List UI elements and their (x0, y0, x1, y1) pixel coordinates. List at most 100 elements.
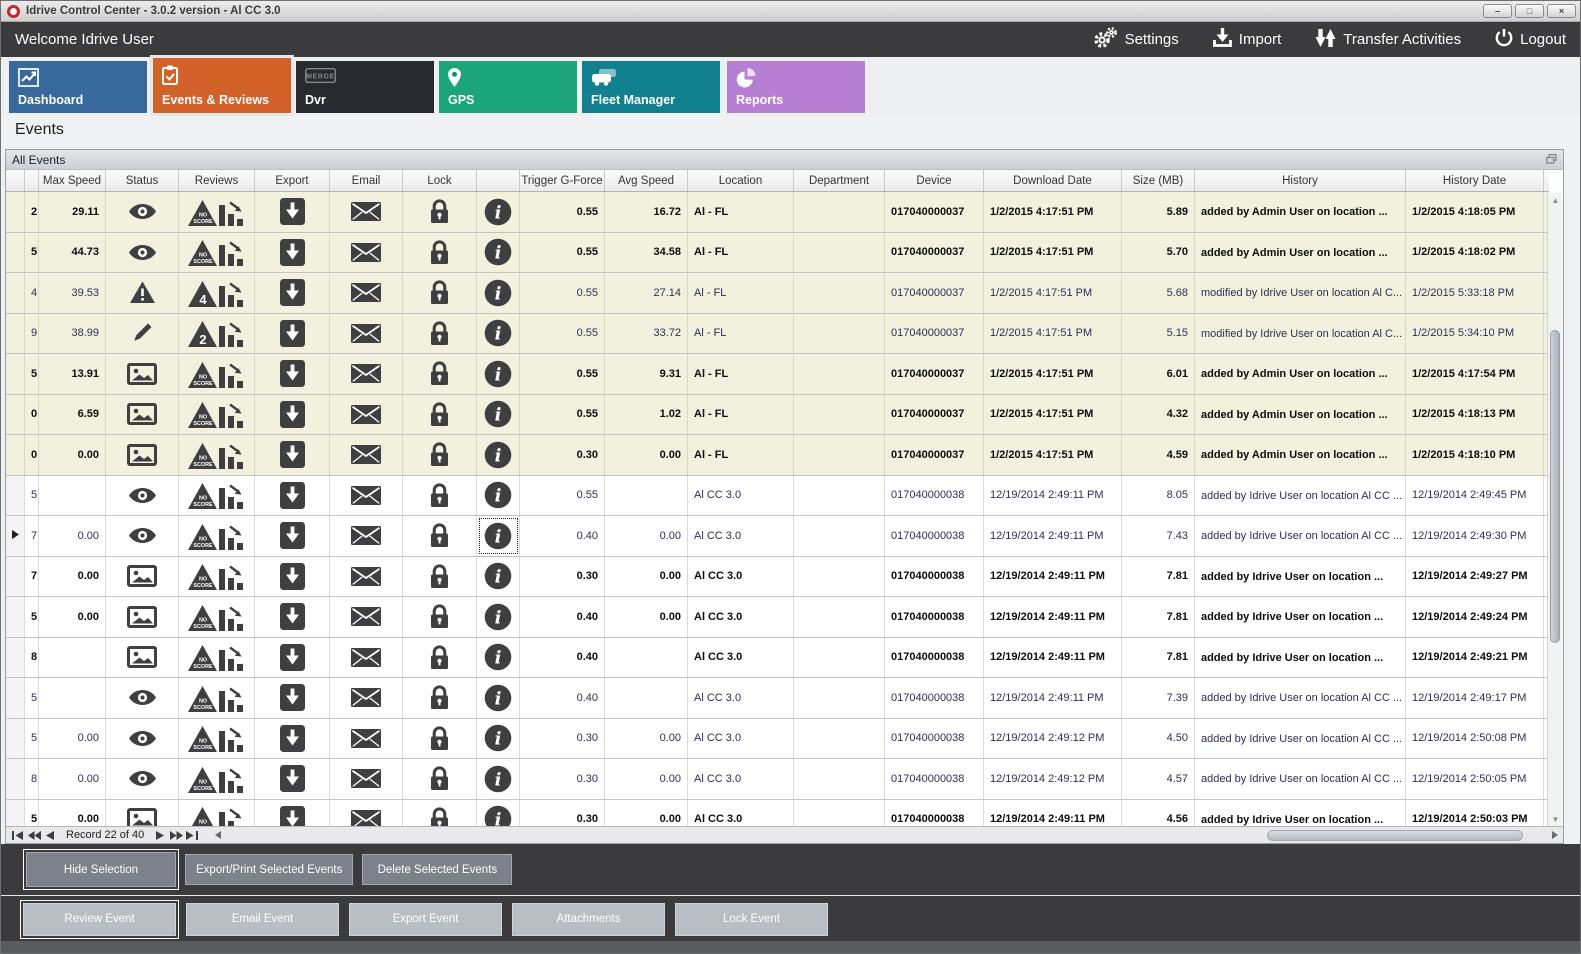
status-eye-icon[interactable] (127, 486, 158, 505)
column-header-info[interactable] (477, 170, 520, 191)
next-page-button[interactable] (168, 828, 184, 843)
column-header-export[interactable]: Export (255, 170, 330, 191)
lock-event-icon[interactable] (429, 563, 450, 590)
prev-record-button[interactable] (42, 828, 58, 843)
logout-button[interactable]: Logout (1495, 28, 1566, 51)
email-event-icon[interactable] (351, 566, 381, 586)
lock-event-icon[interactable] (429, 765, 450, 792)
tab-events-reviews[interactable]: Events & Reviews (150, 55, 294, 116)
delete-selected-button[interactable]: Delete Selected Events (362, 854, 513, 885)
column-header-avg_speed[interactable]: Avg Speed (605, 170, 688, 191)
status-eye-icon[interactable] (127, 729, 158, 748)
review-score-icon[interactable]: 4 (188, 279, 245, 307)
vertical-scrollbar[interactable]: ▲ ▼ (1547, 193, 1562, 827)
export-event-icon[interactable] (279, 279, 305, 307)
event-row[interactable]: 5 0.00 NO SCORE i 0.40 0.00 Al CC 3.0 0170400000… (6, 597, 1549, 638)
lock-event-icon[interactable] (429, 806, 450, 827)
hide-selection-button[interactable]: Hide Selection (23, 849, 179, 890)
column-header-device[interactable]: Device (885, 170, 984, 191)
status-pencil-icon[interactable] (130, 321, 154, 345)
export-event-icon[interactable] (279, 765, 305, 793)
email-event-icon[interactable] (351, 607, 381, 627)
lock-event-icon[interactable] (429, 320, 450, 347)
review-event-button[interactable]: Review Event (20, 899, 179, 939)
event-row[interactable]: 5 NO SCORE i 0.55 Al CC 3.0 017040000038 12/19/… (6, 475, 1549, 516)
attachments-button[interactable]: Attachments (512, 902, 665, 936)
lock-event-icon[interactable] (429, 684, 450, 711)
lock-event-icon[interactable] (429, 482, 450, 509)
column-header-email[interactable]: Email (330, 170, 403, 191)
tab-fleet-manager[interactable]: Fleet Manager (582, 61, 720, 113)
email-event-icon[interactable] (351, 647, 381, 667)
export-event-icon[interactable] (279, 603, 305, 631)
event-row[interactable]: 7 0.00 NO SCORE i 0.30 0.00 Al CC 3.0 0170400000… (6, 556, 1549, 597)
export-event-icon[interactable] (279, 481, 305, 509)
scroll-up-icon[interactable]: ▲ (1551, 196, 1560, 205)
column-header-review[interactable]: Reviews (179, 170, 255, 191)
export-event-icon[interactable] (279, 360, 305, 388)
export-event-icon[interactable] (279, 562, 305, 590)
lock-event-icon[interactable] (429, 441, 450, 468)
column-header-size[interactable]: Size (MB) (1122, 170, 1195, 191)
column-header-status[interactable]: Status (106, 170, 179, 191)
column-header-department[interactable]: Department (794, 170, 885, 191)
status-image-icon[interactable] (127, 646, 157, 669)
event-row[interactable]: 4 39.53 4 i 0.55 27.14 Al - FL 017040000037 1/2/… (6, 273, 1549, 314)
info-icon[interactable]: i (484, 238, 512, 266)
event-row[interactable]: 2 29.11 NO SCORE i 0.55 16.72 Al - FL 0170400000… (6, 192, 1549, 233)
lock-event-icon[interactable] (429, 522, 450, 549)
vertical-scroll-thumb[interactable] (1550, 330, 1560, 643)
email-event-icon[interactable] (351, 242, 381, 262)
prev-page-button[interactable] (26, 828, 42, 843)
column-header-gforce[interactable]: Trigger G-Force (520, 170, 605, 191)
transfer-activities-button[interactable]: Transfer Activities (1315, 28, 1461, 52)
export-event-icon[interactable] (279, 238, 305, 266)
status-eye-icon[interactable] (127, 769, 158, 788)
info-icon[interactable]: i (484, 198, 512, 226)
event-row[interactable]: 5 44.73 NO SCORE i 0.55 34.58 Al - FL 0170400000… (6, 232, 1549, 273)
settings-button[interactable]: Settings (1092, 26, 1179, 53)
review-score-icon[interactable]: 2 (188, 319, 245, 348)
lock-event-icon[interactable] (429, 198, 450, 225)
hscroll-right-icon[interactable] (1547, 828, 1563, 843)
scroll-down-icon[interactable]: ▼ (1551, 815, 1560, 824)
email-event-icon[interactable] (351, 526, 381, 546)
info-icon[interactable]: i (484, 319, 512, 347)
lock-event-icon[interactable] (429, 725, 450, 752)
status-image-icon[interactable] (127, 362, 157, 385)
first-record-button[interactable] (10, 828, 26, 843)
export-event-icon[interactable] (279, 400, 305, 428)
status-eye-icon[interactable] (127, 688, 158, 707)
email-event-icon[interactable] (351, 364, 381, 384)
event-row[interactable]: 0 6.59 NO SCORE i 0.55 1.02 Al - FL 017040000037… (6, 394, 1549, 435)
email-event-icon[interactable] (351, 688, 381, 708)
status-warning-icon[interactable] (129, 281, 156, 304)
import-button[interactable]: Import (1212, 28, 1281, 51)
lock-event-button[interactable]: Lock Event (675, 902, 828, 936)
status-eye-icon[interactable] (127, 202, 158, 221)
info-icon[interactable]: i (484, 805, 512, 827)
horizontal-scroll-thumb[interactable] (1267, 829, 1523, 841)
export-event-icon[interactable] (279, 724, 305, 752)
hscroll-left-icon[interactable] (210, 828, 226, 843)
export-event-icon[interactable] (279, 319, 305, 347)
export-event-button[interactable]: Export Event (349, 902, 502, 936)
tab-dashboard[interactable]: Dashboard (9, 61, 147, 113)
info-icon[interactable]: i (484, 441, 512, 469)
info-icon[interactable]: i (484, 400, 512, 428)
status-eye-icon[interactable] (127, 243, 158, 262)
column-header-history_date[interactable]: History Date (1406, 170, 1544, 191)
export-event-icon[interactable] (279, 198, 305, 226)
info-icon[interactable]: i (484, 643, 512, 671)
email-event-icon[interactable] (351, 445, 381, 465)
tab-gps[interactable]: GPS (439, 61, 577, 113)
